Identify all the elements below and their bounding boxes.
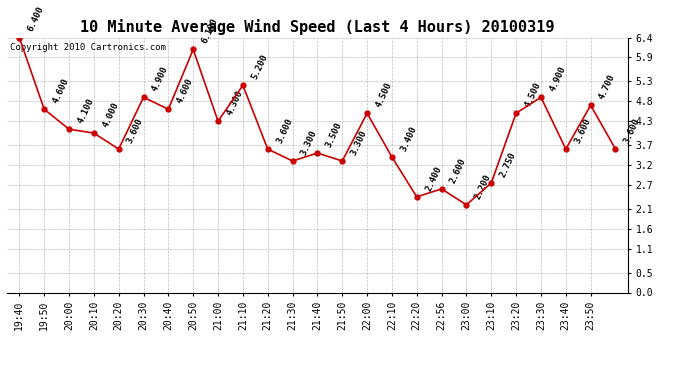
Text: 3.500: 3.500 [324, 121, 344, 149]
Text: Copyright 2010 Cartronics.com: Copyright 2010 Cartronics.com [10, 43, 166, 52]
Text: 6.400: 6.400 [26, 5, 46, 33]
Text: 2.600: 2.600 [448, 157, 468, 185]
Text: 4.600: 4.600 [51, 77, 70, 105]
Text: 3.600: 3.600 [126, 117, 145, 145]
Text: 4.900: 4.900 [548, 65, 567, 93]
Text: 3.400: 3.400 [399, 125, 418, 153]
Text: 4.700: 4.700 [598, 73, 617, 101]
Text: 4.100: 4.100 [76, 97, 95, 125]
Text: 4.000: 4.000 [101, 101, 120, 129]
Text: 6.100: 6.100 [200, 17, 219, 45]
Text: 4.300: 4.300 [225, 89, 244, 117]
Text: 3.600: 3.600 [573, 117, 592, 145]
Text: 2.750: 2.750 [498, 151, 518, 179]
Text: 2.200: 2.200 [473, 172, 493, 201]
Text: 2.400: 2.400 [424, 165, 443, 193]
Text: 4.500: 4.500 [523, 81, 542, 109]
Title: 10 Minute Average Wind Speed (Last 4 Hours) 20100319: 10 Minute Average Wind Speed (Last 4 Hou… [80, 19, 555, 35]
Text: 4.500: 4.500 [374, 81, 393, 109]
Text: 3.600: 3.600 [275, 117, 294, 145]
Text: 3.300: 3.300 [299, 129, 319, 157]
Text: 3.300: 3.300 [349, 129, 368, 157]
Text: 5.200: 5.200 [250, 53, 269, 81]
Text: 4.600: 4.600 [175, 77, 195, 105]
Text: 3.600: 3.600 [622, 117, 642, 145]
Text: 4.900: 4.900 [150, 65, 170, 93]
